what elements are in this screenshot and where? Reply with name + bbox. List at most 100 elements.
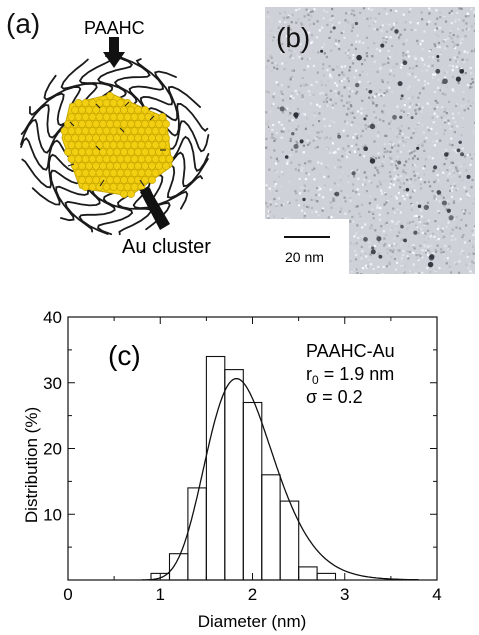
noise-speck bbox=[336, 84, 339, 87]
noise-speck bbox=[308, 132, 311, 135]
noise-speck bbox=[437, 210, 440, 213]
noise-speck bbox=[450, 176, 453, 179]
noise-speck bbox=[277, 65, 280, 68]
noise-speck bbox=[466, 12, 469, 15]
nanoparticle bbox=[368, 89, 373, 94]
noise-speck bbox=[436, 101, 439, 104]
noise-speck bbox=[300, 23, 303, 26]
noise-speck bbox=[354, 250, 357, 253]
noise-speck bbox=[433, 90, 437, 93]
noise-speck bbox=[436, 173, 439, 177]
noise-speck bbox=[304, 212, 307, 215]
noise-speck bbox=[452, 218, 455, 221]
noise-speck bbox=[364, 223, 367, 226]
noise-speck bbox=[452, 34, 455, 37]
noise-speck bbox=[273, 215, 276, 218]
au-atom bbox=[106, 162, 114, 170]
noise-speck bbox=[402, 269, 405, 272]
noise-speck bbox=[362, 183, 365, 186]
au-atom bbox=[137, 141, 146, 149]
noise-speck bbox=[459, 171, 462, 174]
au-atom bbox=[109, 183, 118, 191]
noise-speck bbox=[402, 169, 405, 172]
noise-speck bbox=[279, 30, 282, 33]
noise-speck bbox=[329, 98, 332, 101]
noise-speck bbox=[366, 265, 369, 268]
noise-speck bbox=[444, 93, 447, 96]
noise-speck bbox=[454, 149, 457, 152]
noise-speck bbox=[394, 243, 397, 246]
noise-speck bbox=[456, 188, 459, 191]
noise-speck bbox=[445, 208, 448, 211]
noise-speck bbox=[314, 199, 317, 202]
noise-speck bbox=[288, 180, 291, 183]
noise-speck bbox=[349, 104, 352, 107]
noise-speck bbox=[400, 238, 403, 241]
noise-speck bbox=[315, 194, 318, 197]
noise-speck bbox=[294, 89, 297, 93]
noise-speck bbox=[435, 268, 438, 271]
noise-speck bbox=[360, 270, 363, 273]
noise-speck bbox=[406, 227, 409, 230]
au-atom bbox=[113, 148, 121, 156]
anchor-mark bbox=[95, 103, 101, 109]
noise-speck bbox=[299, 51, 302, 54]
noise-speck bbox=[310, 198, 313, 201]
noise-speck bbox=[409, 152, 412, 155]
noise-speck bbox=[361, 250, 364, 253]
noise-speck bbox=[420, 215, 423, 218]
noise-speck bbox=[406, 50, 409, 53]
noise-speck bbox=[467, 15, 470, 18]
noise-speck bbox=[452, 45, 455, 48]
noise-speck bbox=[410, 136, 413, 139]
noise-speck bbox=[422, 167, 425, 170]
noise-speck bbox=[443, 257, 446, 260]
noise-speck bbox=[428, 50, 431, 53]
noise-speck bbox=[373, 42, 376, 45]
noise-speck bbox=[470, 159, 473, 162]
noise-speck bbox=[371, 101, 374, 104]
noise-speck bbox=[369, 17, 372, 20]
noise-speck bbox=[392, 65, 396, 68]
noise-speck bbox=[349, 226, 353, 229]
noise-speck bbox=[280, 170, 283, 174]
noise-speck bbox=[393, 144, 396, 147]
noise-speck bbox=[391, 146, 394, 149]
noise-speck bbox=[269, 203, 272, 206]
au-atom bbox=[127, 120, 135, 128]
noise-speck bbox=[458, 271, 461, 274]
au-atom bbox=[141, 106, 149, 114]
au-atom bbox=[116, 113, 125, 121]
noise-speck bbox=[344, 149, 347, 152]
au-atom bbox=[92, 148, 100, 156]
noise-speck bbox=[345, 154, 348, 157]
noise-speck bbox=[321, 26, 324, 29]
noise-speck bbox=[337, 210, 340, 213]
noise-speck bbox=[383, 151, 386, 154]
noise-speck bbox=[351, 170, 354, 173]
noise-speck bbox=[404, 136, 407, 139]
noise-speck bbox=[401, 136, 404, 139]
noise-speck bbox=[400, 257, 403, 260]
noise-speck bbox=[393, 185, 396, 188]
noise-speck bbox=[306, 12, 309, 15]
noise-speck bbox=[347, 21, 350, 24]
noise-speck bbox=[392, 143, 395, 146]
noise-speck bbox=[441, 132, 444, 135]
noise-speck bbox=[313, 167, 316, 170]
nanoparticle bbox=[293, 112, 299, 118]
noise-speck bbox=[375, 93, 378, 96]
noise-speck bbox=[317, 188, 320, 191]
nanoparticle bbox=[378, 254, 383, 259]
noise-speck bbox=[398, 36, 401, 39]
noise-speck bbox=[290, 21, 293, 24]
noise-speck bbox=[273, 149, 276, 152]
noise-speck bbox=[271, 133, 274, 136]
noise-speck bbox=[326, 69, 329, 72]
noise-speck bbox=[269, 189, 272, 193]
noise-speck bbox=[271, 39, 274, 42]
noise-speck bbox=[279, 12, 282, 15]
noise-speck bbox=[284, 21, 287, 24]
noise-speck bbox=[436, 58, 439, 61]
noise-speck bbox=[392, 26, 395, 29]
